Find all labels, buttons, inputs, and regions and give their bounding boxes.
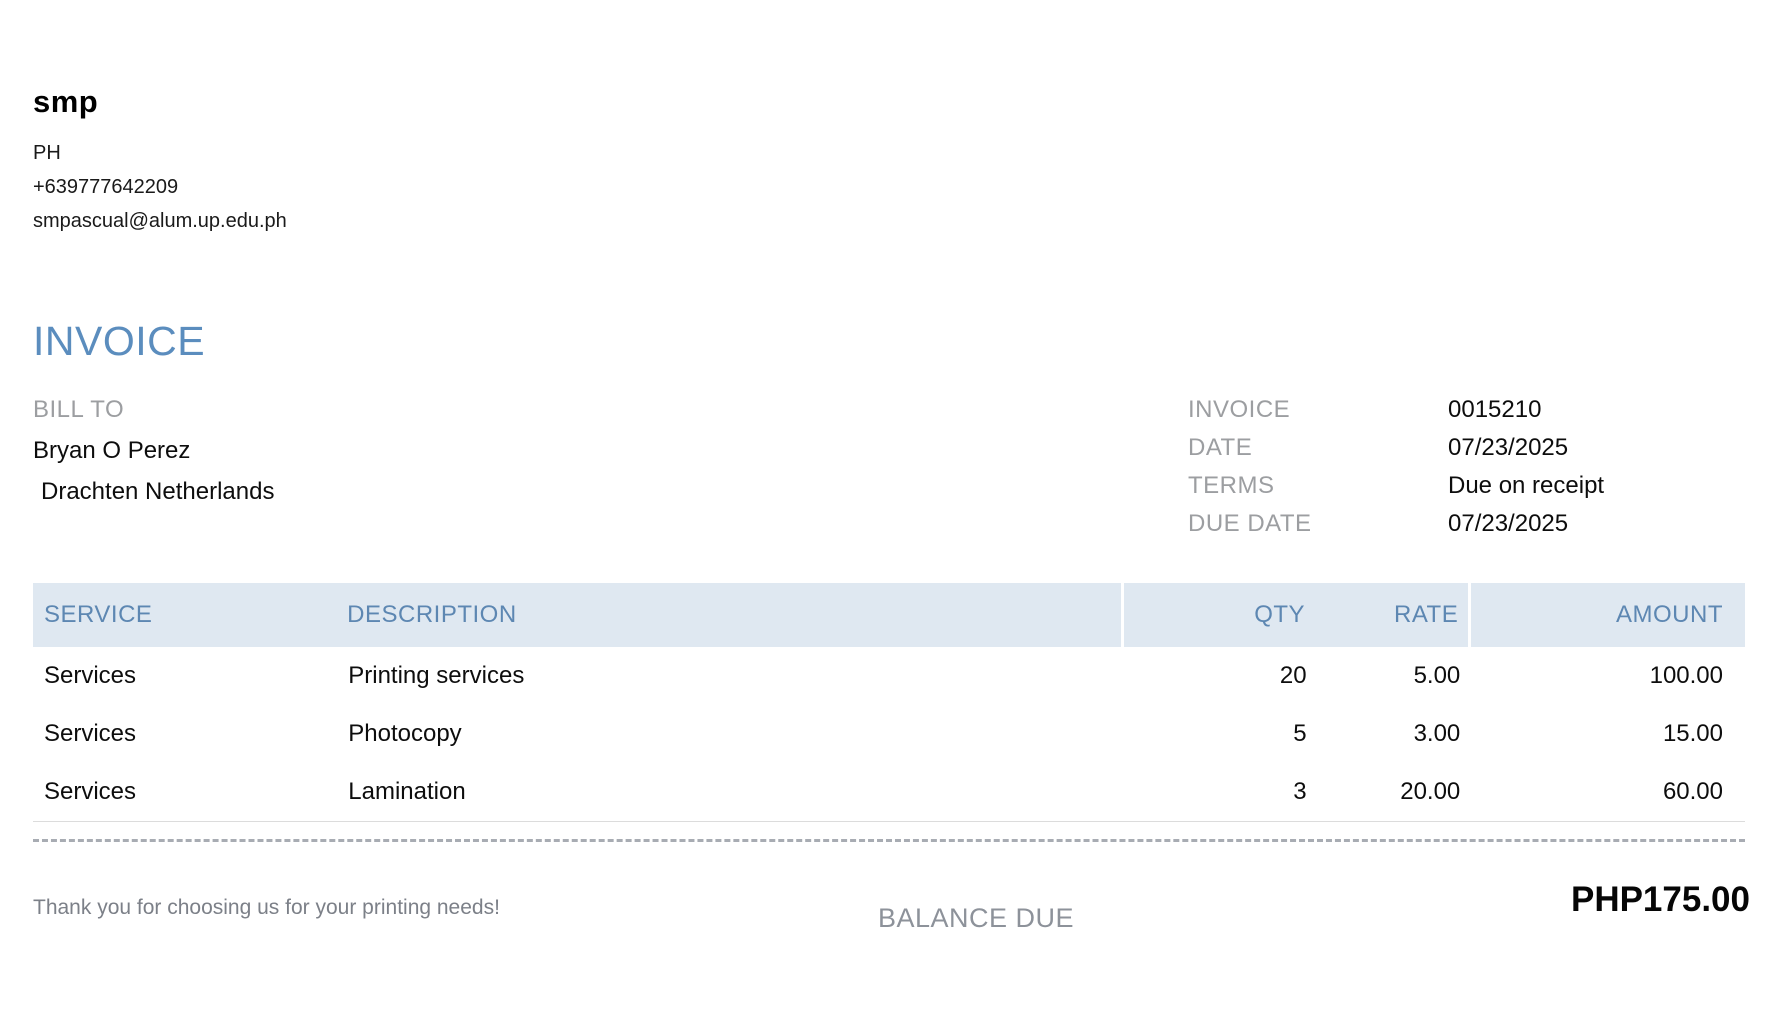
invoice-meta-block: INVOICE 0015210 DATE 07/23/2025 TERMS Du… [1188, 396, 1604, 538]
table-body: Services Printing services 20 5.00 100.0… [33, 647, 1745, 822]
cell-rate: 20.00 [1400, 778, 1461, 805]
company-block: smp PH +639777642209 smpascual@alum.up.e… [33, 84, 287, 238]
meta-label-date: DATE [1188, 434, 1253, 461]
meta-label-due-date: DUE DATE [1188, 510, 1312, 537]
page-title: INVOICE [33, 318, 206, 364]
balance-due-label: BALANCE DUE [878, 903, 1075, 933]
bill-to-label: BILL TO [33, 396, 125, 423]
table-row: Services Printing services 20 5.00 100.0… [33, 647, 1745, 705]
column-header-qty: QTY [1121, 583, 1316, 647]
company-email: smpascual@alum.up.edu.ph [33, 210, 287, 232]
company-country: PH [33, 142, 61, 164]
dashed-divider [33, 839, 1745, 842]
cell-service: Services [44, 662, 137, 689]
line-items-table: SERVICE DESCRIPTION QTY RATE AMOUNT Serv… [33, 583, 1746, 822]
bill-to-address: Drachten Netherlands [41, 478, 275, 505]
column-header-description: DESCRIPTION [347, 583, 1122, 647]
bill-to-name: Bryan O Perez [33, 437, 191, 464]
meta-value-due-date: 07/23/2025 [1448, 510, 1569, 537]
cell-qty: 5 [1293, 720, 1307, 747]
column-header-rate: RATE [1315, 583, 1469, 647]
table-row: Services Photocopy 5 3.00 15.00 [33, 705, 1745, 763]
cell-service: Services [44, 778, 137, 805]
meta-value-terms: Due on receipt [1448, 472, 1605, 499]
table-header-row: SERVICE DESCRIPTION QTY RATE AMOUNT [33, 583, 1746, 647]
cell-rate: 3.00 [1413, 720, 1461, 747]
thank-you-message: Thank you for choosing us for your print… [33, 896, 500, 919]
cell-qty: 20 [1279, 662, 1307, 689]
bill-to-block: BILL TO Bryan O Perez Drachten Netherlan… [33, 396, 274, 506]
cell-amount: 100.00 [1649, 662, 1723, 689]
company-phone: +639777642209 [33, 176, 179, 198]
cell-description: Printing services [348, 662, 525, 689]
meta-value-date: 07/23/2025 [1448, 434, 1569, 461]
cell-description: Photocopy [348, 720, 462, 747]
cell-service: Services [44, 720, 137, 747]
cell-amount: 60.00 [1662, 778, 1723, 805]
meta-label-invoice: INVOICE [1188, 396, 1291, 423]
table-row: Services Lamination 3 20.00 60.00 [33, 763, 1745, 821]
cell-qty: 3 [1293, 778, 1307, 805]
company-name: smp [33, 84, 99, 119]
balance-due-amount: PHP175.00 [1570, 880, 1750, 919]
column-header-amount: AMOUNT [1468, 583, 1746, 647]
column-header-service: SERVICE [33, 583, 348, 647]
meta-label-terms: TERMS [1188, 472, 1275, 499]
cell-description: Lamination [348, 778, 466, 805]
cell-amount: 15.00 [1662, 720, 1723, 747]
cell-rate: 5.00 [1413, 662, 1461, 689]
meta-value-invoice-number: 0015210 [1448, 396, 1542, 423]
